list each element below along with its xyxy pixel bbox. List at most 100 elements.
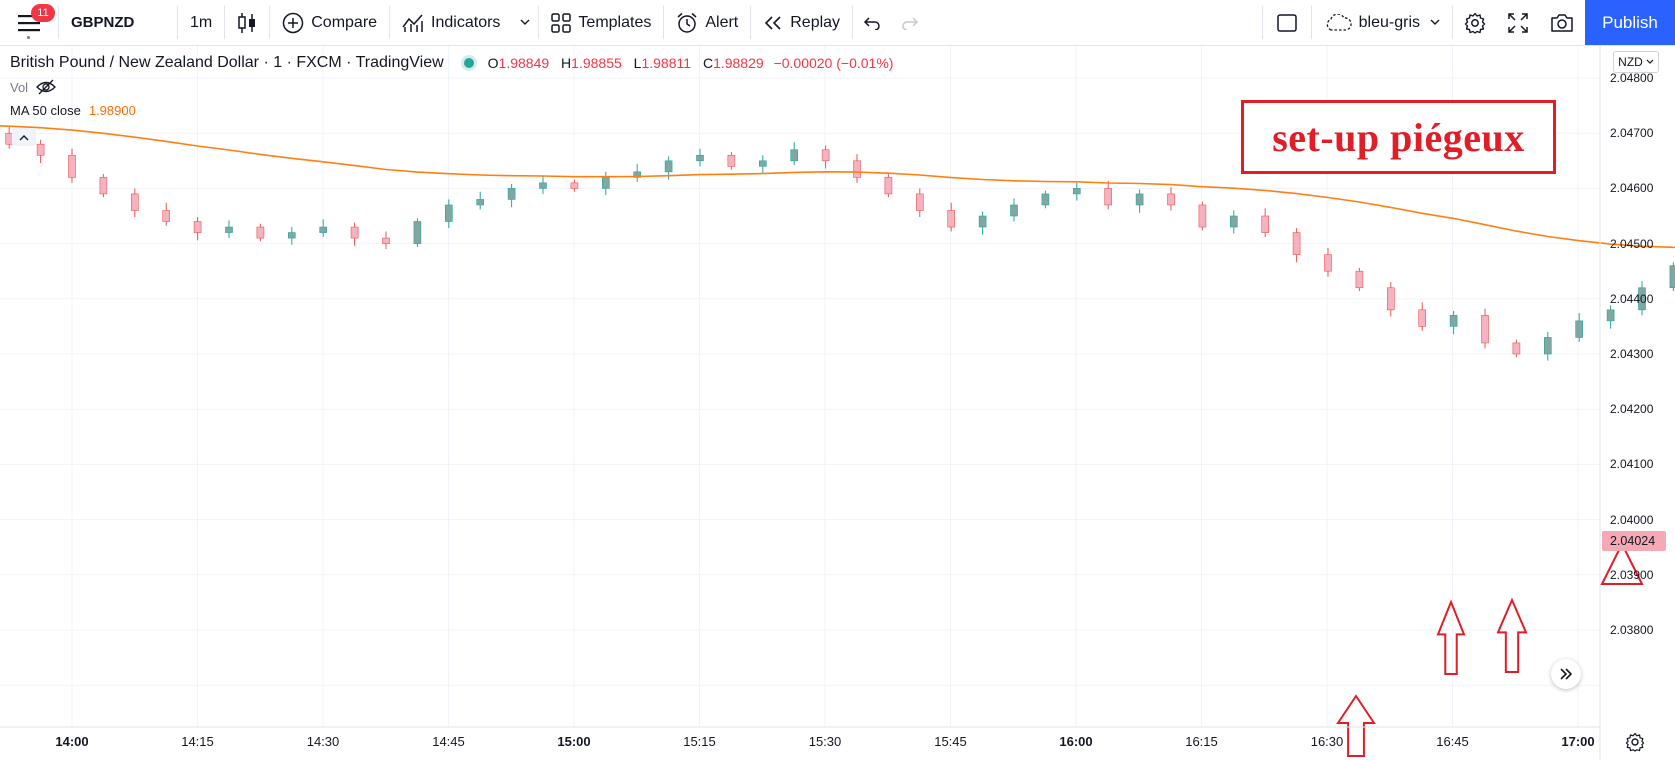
moving-average-layer [0, 125, 1675, 249]
fullscreen-layout-button[interactable] [1263, 0, 1311, 45]
legend-collapse-button[interactable] [12, 128, 36, 146]
candle-body [68, 154, 76, 178]
last-price-label: 2.04024 [1602, 531, 1666, 551]
symbol-search-button[interactable]: GBPNZD [71, 14, 135, 31]
candle [507, 183, 516, 208]
rewind-icon [765, 15, 781, 30]
indicators-label: Indicators [431, 13, 501, 31]
undo-button[interactable] [853, 0, 891, 45]
price-label: 2.04100 [1610, 457, 1654, 472]
high-value: 1.98855 [571, 55, 622, 71]
interval-button[interactable]: 1m [190, 13, 213, 31]
scroll-to-realtime-button[interactable] [1551, 659, 1581, 689]
candle-body [413, 221, 422, 244]
plus-circle-icon [282, 12, 304, 33]
alert-label: Alert [705, 13, 739, 31]
fullscreen-button[interactable] [1497, 0, 1539, 45]
snapshot-button[interactable] [1539, 0, 1585, 45]
double-chevron-right-icon [1560, 668, 1573, 680]
candle [1135, 189, 1144, 213]
candle [1387, 282, 1395, 317]
low-value: 1.98811 [641, 55, 692, 71]
candle-body [1544, 337, 1552, 355]
candle [1230, 210, 1238, 234]
ohlc-values: O1.98849 H1.98855 L1.98811 C1.98829 −0.0… [488, 55, 894, 71]
chart-area[interactable]: British Pound / New Zealand Dollar · 1 ·… [0, 46, 1675, 760]
volume-legend[interactable]: Vol [10, 79, 56, 95]
chart-type-button[interactable] [225, 0, 269, 45]
main-menu-button[interactable]: 11 [0, 0, 58, 45]
candle [225, 220, 233, 239]
candle-body [1230, 215, 1238, 228]
candle-body [1606, 309, 1615, 322]
price-label: 2.04500 [1610, 236, 1654, 251]
candle-body [664, 160, 673, 173]
candle-body [1449, 315, 1458, 327]
replay-button[interactable]: Replay [751, 0, 852, 45]
price-label: 2.04700 [1610, 126, 1654, 141]
change-value: −0.00020 (−0.01%) [773, 55, 894, 71]
candle-body [1073, 188, 1081, 195]
indicators-dropdown-button[interactable] [512, 0, 538, 45]
candle-body [1669, 265, 1675, 289]
publish-button[interactable]: Publish [1585, 0, 1675, 45]
candle-body [287, 232, 296, 239]
candle [162, 202, 170, 226]
candle [727, 151, 736, 170]
candle-body [884, 177, 893, 195]
candle-body [1481, 315, 1489, 344]
candle-body [978, 215, 987, 228]
candle-body [507, 188, 516, 200]
candle-body [1010, 204, 1018, 217]
candle-body [1135, 193, 1144, 206]
settings-button[interactable] [1453, 0, 1497, 45]
price-label: 2.04600 [1610, 181, 1654, 196]
layout-select-button[interactable]: bleu-gris [1312, 0, 1452, 45]
candle [476, 191, 485, 210]
candle-body [1041, 193, 1050, 206]
close-key: C [702, 55, 714, 71]
candle [978, 211, 987, 235]
candle [633, 164, 642, 182]
candle [1449, 310, 1458, 335]
candle [444, 199, 453, 229]
arrow-annotation[interactable] [1436, 599, 1466, 675]
compare-label: Compare [311, 13, 378, 31]
candle-body [225, 226, 233, 233]
ma-line [0, 125, 1675, 249]
candle [36, 139, 45, 164]
currency-select-button[interactable]: NZD [1613, 51, 1659, 73]
eye-hidden-icon[interactable] [36, 79, 56, 95]
ma-legend[interactable]: MA 50 close 1.98900 [10, 103, 136, 118]
time-label: 16:45 [1436, 734, 1469, 749]
indicators-button[interactable]: Indicators [390, 0, 512, 45]
open-key: O [487, 55, 499, 71]
gear-icon[interactable] [1625, 732, 1645, 752]
candle-body [853, 160, 861, 178]
cloud-icon [1326, 13, 1352, 31]
candle-body [1512, 342, 1521, 355]
redo-button[interactable] [891, 0, 929, 45]
candle-body [382, 237, 390, 244]
templates-button[interactable]: Templates [539, 0, 663, 45]
triangle-annotation[interactable] [1600, 541, 1644, 585]
layout-name: bleu-gris [1358, 13, 1420, 31]
candle [1167, 187, 1175, 211]
candle [1669, 262, 1675, 292]
compare-button[interactable]: Compare [270, 0, 389, 45]
alert-button[interactable]: Alert [664, 0, 750, 45]
undo-icon [864, 16, 880, 30]
time-label: 16:00 [1059, 734, 1093, 749]
arrow-annotation[interactable] [1496, 597, 1528, 673]
candle [1512, 339, 1521, 358]
vol-label: Vol [10, 79, 29, 95]
ma-label: MA 50 close [10, 103, 81, 118]
arrow-annotation[interactable] [1336, 694, 1376, 757]
low-key: L [633, 55, 642, 71]
open-value: 1.98849 [498, 55, 550, 71]
candle-body [1575, 320, 1583, 338]
time-label: 15:15 [683, 734, 716, 749]
top-toolbar: 11 GBPNZD 1m Compare Indicators Template… [0, 0, 1675, 46]
annotation-textbox[interactable]: set-up piégeux [1241, 100, 1556, 174]
candle [193, 217, 202, 241]
